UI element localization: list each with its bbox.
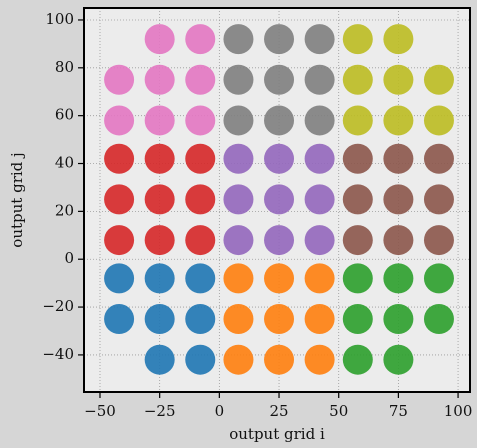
point bbox=[185, 345, 215, 375]
point bbox=[145, 24, 175, 54]
point bbox=[383, 263, 413, 293]
x-tick-label: 25 bbox=[269, 402, 288, 420]
point bbox=[424, 144, 454, 174]
point bbox=[223, 65, 253, 95]
point bbox=[424, 184, 454, 214]
point bbox=[343, 345, 373, 375]
point bbox=[145, 184, 175, 214]
point bbox=[185, 24, 215, 54]
y-tick-label: 80 bbox=[55, 58, 74, 76]
point bbox=[424, 105, 454, 135]
point bbox=[185, 144, 215, 174]
point bbox=[424, 225, 454, 255]
point bbox=[145, 345, 175, 375]
x-tick-label: 50 bbox=[329, 402, 348, 420]
point bbox=[343, 184, 373, 214]
chart: output grid i output grid j −50 −25 0 25 50 7… bbox=[0, 0, 477, 448]
point bbox=[104, 304, 134, 334]
point bbox=[343, 65, 373, 95]
point bbox=[305, 65, 335, 95]
point bbox=[383, 184, 413, 214]
point bbox=[264, 263, 294, 293]
point bbox=[305, 345, 335, 375]
point bbox=[343, 144, 373, 174]
point bbox=[424, 263, 454, 293]
point bbox=[264, 144, 294, 174]
point bbox=[185, 184, 215, 214]
point bbox=[104, 144, 134, 174]
point bbox=[223, 184, 253, 214]
x-axis-label: output grid i bbox=[229, 425, 325, 443]
point bbox=[383, 304, 413, 334]
point bbox=[185, 304, 215, 334]
point bbox=[305, 105, 335, 135]
point bbox=[305, 24, 335, 54]
point bbox=[185, 263, 215, 293]
point bbox=[223, 225, 253, 255]
x-tick-label: 75 bbox=[389, 402, 408, 420]
page: output grid i output grid j −50 −25 0 25 50 7… bbox=[0, 0, 477, 448]
point bbox=[305, 304, 335, 334]
point bbox=[424, 65, 454, 95]
point bbox=[145, 105, 175, 135]
point bbox=[104, 225, 134, 255]
x-tick-label: 0 bbox=[215, 402, 225, 420]
point bbox=[383, 225, 413, 255]
point bbox=[383, 105, 413, 135]
y-tick-label: −40 bbox=[42, 345, 74, 363]
point bbox=[264, 184, 294, 214]
point bbox=[264, 24, 294, 54]
y-tick-label: 100 bbox=[45, 10, 74, 28]
y-axis-label: output grid j bbox=[8, 152, 26, 247]
point bbox=[343, 24, 373, 54]
point bbox=[383, 65, 413, 95]
x-tick-label: −25 bbox=[144, 402, 176, 420]
point bbox=[223, 304, 253, 334]
point bbox=[343, 304, 373, 334]
point bbox=[383, 24, 413, 54]
point bbox=[104, 65, 134, 95]
point bbox=[104, 105, 134, 135]
point bbox=[305, 184, 335, 214]
point bbox=[145, 263, 175, 293]
point bbox=[343, 105, 373, 135]
point bbox=[305, 263, 335, 293]
point bbox=[264, 225, 294, 255]
point bbox=[185, 105, 215, 135]
point bbox=[343, 263, 373, 293]
point bbox=[383, 144, 413, 174]
point bbox=[223, 263, 253, 293]
point bbox=[264, 345, 294, 375]
y-tick-label: −20 bbox=[42, 297, 74, 315]
point bbox=[383, 345, 413, 375]
y-tick-label: 0 bbox=[64, 249, 74, 267]
x-tick-label: −50 bbox=[84, 402, 116, 420]
point bbox=[264, 304, 294, 334]
point bbox=[264, 65, 294, 95]
point bbox=[145, 225, 175, 255]
point bbox=[145, 65, 175, 95]
y-tick-label: 20 bbox=[55, 201, 74, 219]
x-tick-label: 100 bbox=[444, 402, 473, 420]
point bbox=[223, 144, 253, 174]
point bbox=[223, 105, 253, 135]
point bbox=[264, 105, 294, 135]
point bbox=[424, 304, 454, 334]
point bbox=[223, 345, 253, 375]
point bbox=[185, 65, 215, 95]
point bbox=[104, 184, 134, 214]
y-tick-label: 40 bbox=[55, 154, 74, 172]
point bbox=[145, 144, 175, 174]
point bbox=[305, 144, 335, 174]
point bbox=[223, 24, 253, 54]
point bbox=[343, 225, 373, 255]
y-tick-label: 60 bbox=[55, 106, 74, 124]
point bbox=[145, 304, 175, 334]
point bbox=[185, 225, 215, 255]
point bbox=[104, 263, 134, 293]
point bbox=[305, 225, 335, 255]
